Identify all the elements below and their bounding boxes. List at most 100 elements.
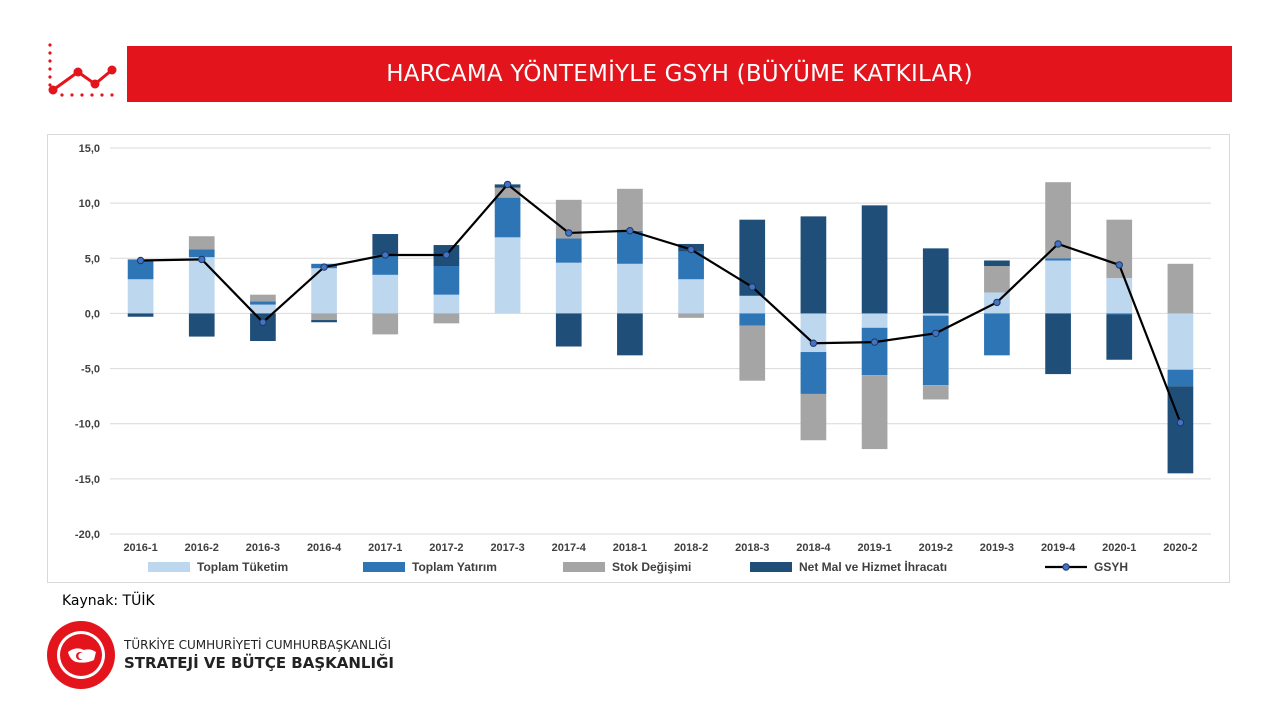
bar-segment	[188, 257, 215, 314]
y-tick-label: -20,0	[75, 529, 100, 541]
bar-segment	[617, 230, 643, 264]
x-tick-label: 2020-2	[1163, 542, 1197, 554]
title-banner: HARCAMA YÖNTEMİYLE GSYH (BÜYÜME KATKILAR…	[127, 46, 1232, 102]
bar-segment	[1106, 219, 1133, 279]
gdp-point	[809, 339, 818, 347]
bar-segment	[250, 294, 276, 302]
gdp-point	[870, 338, 879, 346]
x-tick-label: 2018-3	[735, 542, 769, 554]
gdp-point	[626, 227, 634, 235]
legend-swatch	[563, 562, 605, 572]
bar-segment	[188, 236, 215, 250]
bar-segment	[311, 320, 337, 323]
source-note: Kaynak: TÜİK	[62, 593, 155, 609]
bar-segment	[739, 325, 766, 381]
bar-segment	[861, 205, 888, 314]
bar-segment	[922, 313, 949, 316]
bar-segment	[984, 313, 1010, 356]
y-tick-label: 5,0	[85, 253, 100, 265]
bar-segment	[127, 279, 154, 314]
bar-segment	[739, 313, 766, 326]
legend-swatch	[148, 562, 190, 572]
y-tick-label: -5,0	[81, 364, 100, 376]
legend-swatch	[750, 562, 792, 572]
bar-segment	[494, 197, 521, 238]
y-tick-label: 10,0	[79, 198, 100, 210]
bar-segment	[800, 352, 827, 394]
gdp-point	[259, 318, 267, 326]
organization-seal-icon	[47, 621, 115, 689]
bar-segment	[617, 313, 643, 356]
bar-segment	[188, 249, 215, 258]
bar-segment	[984, 260, 1010, 267]
bar-segment	[555, 238, 582, 263]
bar-segment	[739, 219, 766, 296]
bar-segment	[861, 327, 888, 376]
bar-segment	[1106, 278, 1133, 314]
x-tick-label: 2016-2	[185, 542, 219, 554]
x-tick-label: 2018-1	[613, 542, 647, 554]
x-tick-label: 2019-1	[857, 542, 891, 554]
bar-segment	[250, 304, 276, 314]
x-tick-label: 2017-4	[552, 542, 587, 554]
legend-swatch	[1062, 563, 1070, 571]
x-tick-label: 2018-2	[674, 542, 708, 554]
gdp-point	[503, 180, 512, 189]
legend-label: Toplam Tüketim	[197, 560, 288, 574]
gdp-point	[565, 229, 573, 237]
gdp-point	[1176, 418, 1185, 427]
x-tick-label: 2016-3	[246, 542, 280, 554]
bar-segment	[1045, 258, 1071, 261]
bar-segment	[922, 315, 949, 386]
x-tick-label: 2016-4	[307, 542, 342, 554]
y-tick-label: 15,0	[79, 143, 100, 155]
gdp-point	[320, 263, 328, 271]
bar-segment	[617, 188, 643, 231]
gdp-point	[136, 256, 145, 265]
x-tick-label: 2019-2	[919, 542, 953, 554]
org-name-line1: TÜRKİYE CUMHURİYETİ CUMHURBAŞKANLIĞI	[124, 638, 392, 652]
bar-segment	[617, 263, 643, 314]
bar-segment	[250, 301, 276, 305]
gdp-point	[932, 329, 940, 337]
bar-segment	[433, 266, 460, 295]
x-tick-label: 2018-4	[796, 542, 831, 554]
trend-line-icon	[48, 43, 117, 97]
bar-segment	[494, 237, 521, 314]
bar-segment	[1045, 313, 1071, 375]
bar-segment	[433, 313, 460, 324]
bar-segment	[555, 262, 582, 314]
x-tick-label: 2017-3	[490, 542, 524, 554]
bar-segment	[1167, 263, 1194, 314]
y-tick-label: 0,0	[85, 308, 100, 320]
bar-segment	[188, 313, 215, 337]
gdp-point	[993, 298, 1001, 307]
bar-segment	[250, 313, 276, 341]
bar-segment	[372, 254, 399, 275]
bar-segment	[678, 313, 704, 318]
bar-segment	[494, 187, 521, 198]
legend-label: Stok Değişimi	[612, 560, 691, 574]
gdp-point	[687, 245, 695, 254]
chart-container: 15,0 10,0 5,0 0,0 -5,0 -10,0 -15,0 -20,0 2016-1 2…	[47, 134, 1230, 583]
bar-segment	[1106, 314, 1133, 360]
bar-segment	[372, 274, 399, 314]
x-tick-label: 2020-1	[1102, 542, 1136, 554]
bar-segment	[739, 295, 766, 314]
bar-segment	[1167, 369, 1194, 387]
legend-label: GSYH	[1094, 560, 1128, 574]
bar-segment	[1106, 313, 1133, 315]
bar-segment	[311, 313, 337, 321]
bar-segment	[555, 313, 582, 347]
bar-segment	[678, 251, 704, 280]
x-tick-label: 2017-2	[429, 542, 463, 554]
bar-segment	[984, 266, 1010, 293]
org-name-line2: STRATEJİ VE BÜTÇE BAŞKANLIĞI	[124, 654, 394, 672]
legend-label: Toplam Yatırım	[412, 560, 497, 574]
legend-swatch	[363, 562, 405, 572]
bar-segment	[1167, 313, 1194, 370]
bar-segment	[1045, 260, 1071, 314]
gdp-line	[140, 182, 1182, 424]
bar-segment	[922, 248, 949, 314]
bar-segment	[433, 294, 460, 314]
